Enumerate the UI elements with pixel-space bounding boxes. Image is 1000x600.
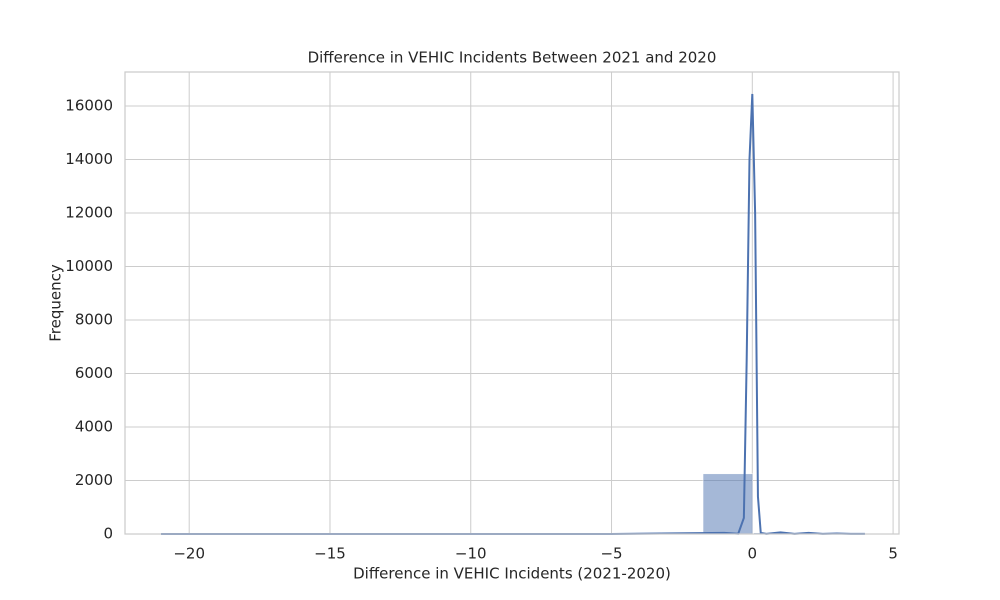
x-tick-label: 5 — [888, 545, 898, 563]
y-tick-label: 2000 — [75, 471, 113, 489]
y-tick-label: 6000 — [75, 364, 113, 382]
y-tick-label: 8000 — [75, 310, 113, 328]
y-tick-label: 12000 — [65, 203, 113, 221]
y-tick-label: 0 — [103, 525, 113, 543]
x-tick-label: 0 — [748, 545, 758, 563]
y-tick-label: 4000 — [75, 417, 113, 435]
chart-title: Difference in VEHIC Incidents Between 20… — [308, 49, 717, 67]
x-tick-label: −20 — [173, 545, 205, 563]
x-tick-label: −5 — [600, 545, 622, 563]
x-tick-label: −10 — [455, 545, 487, 563]
plot-frame — [124, 71, 900, 535]
y-tick-label: 10000 — [65, 257, 113, 275]
y-tick-label: 14000 — [65, 150, 113, 168]
y-tick-label: 16000 — [65, 96, 113, 114]
x-tick-label: −15 — [314, 545, 346, 563]
x-axis-label: Difference in VEHIC Incidents (2021-2020… — [353, 565, 671, 583]
y-axis-label: Frequency — [47, 264, 65, 342]
